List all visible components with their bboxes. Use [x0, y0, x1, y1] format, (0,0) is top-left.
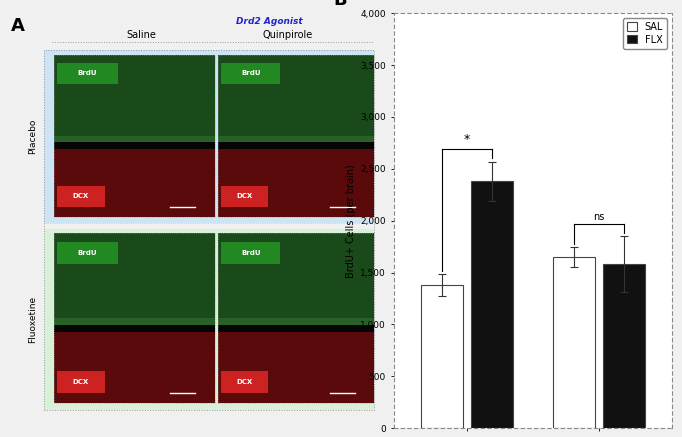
Bar [603, 264, 645, 428]
Bar [218, 233, 374, 327]
Bar [218, 135, 374, 145]
Text: Fluoxetine: Fluoxetine [29, 296, 38, 343]
Text: A: A [10, 17, 25, 35]
Text: B: B [333, 0, 347, 9]
Bar [218, 318, 374, 329]
Bar [218, 55, 374, 144]
Text: BrdU: BrdU [241, 70, 261, 76]
Bar [54, 318, 215, 329]
Bar [54, 55, 215, 217]
Bar [222, 63, 280, 84]
Bar [218, 330, 374, 403]
Bar [44, 229, 374, 409]
Bar [54, 233, 215, 327]
Text: Drd2 Agonist: Drd2 Agonist [236, 17, 302, 26]
Bar [57, 371, 105, 393]
Bar [553, 257, 595, 428]
Text: BrdU: BrdU [78, 70, 97, 76]
Text: Saline: Saline [127, 30, 157, 40]
Text: BrdU: BrdU [78, 250, 97, 256]
Text: DCX: DCX [73, 193, 89, 199]
Bar [421, 285, 463, 428]
Bar [54, 147, 215, 217]
Bar [471, 181, 514, 428]
Bar [218, 325, 374, 332]
Bar [222, 242, 280, 264]
Bar [54, 330, 215, 403]
Text: Quinpirole: Quinpirole [263, 30, 313, 40]
Bar [218, 55, 374, 217]
Bar [218, 147, 374, 217]
Bar [218, 142, 374, 149]
Bar [54, 55, 215, 144]
Bar [54, 233, 215, 403]
Bar [54, 142, 215, 149]
Text: Placebo: Placebo [29, 119, 38, 154]
Bar [57, 63, 118, 84]
Text: DCX: DCX [73, 379, 89, 385]
Bar [54, 325, 215, 332]
Text: BrdU: BrdU [241, 250, 261, 256]
Bar [222, 186, 268, 207]
Text: DCX: DCX [237, 379, 253, 385]
Bar [57, 186, 105, 207]
Text: DCX: DCX [237, 193, 253, 199]
Legend: SAL, FLX: SAL, FLX [623, 18, 667, 49]
Bar [57, 242, 118, 264]
Bar [44, 51, 374, 409]
Bar [218, 233, 374, 403]
Text: *: * [464, 133, 470, 146]
Text: ns: ns [593, 212, 605, 222]
Y-axis label: BrdU+ Cells (per brain): BrdU+ Cells (per brain) [346, 164, 356, 277]
Bar [222, 371, 268, 393]
Bar [44, 51, 374, 223]
Bar [54, 135, 215, 145]
